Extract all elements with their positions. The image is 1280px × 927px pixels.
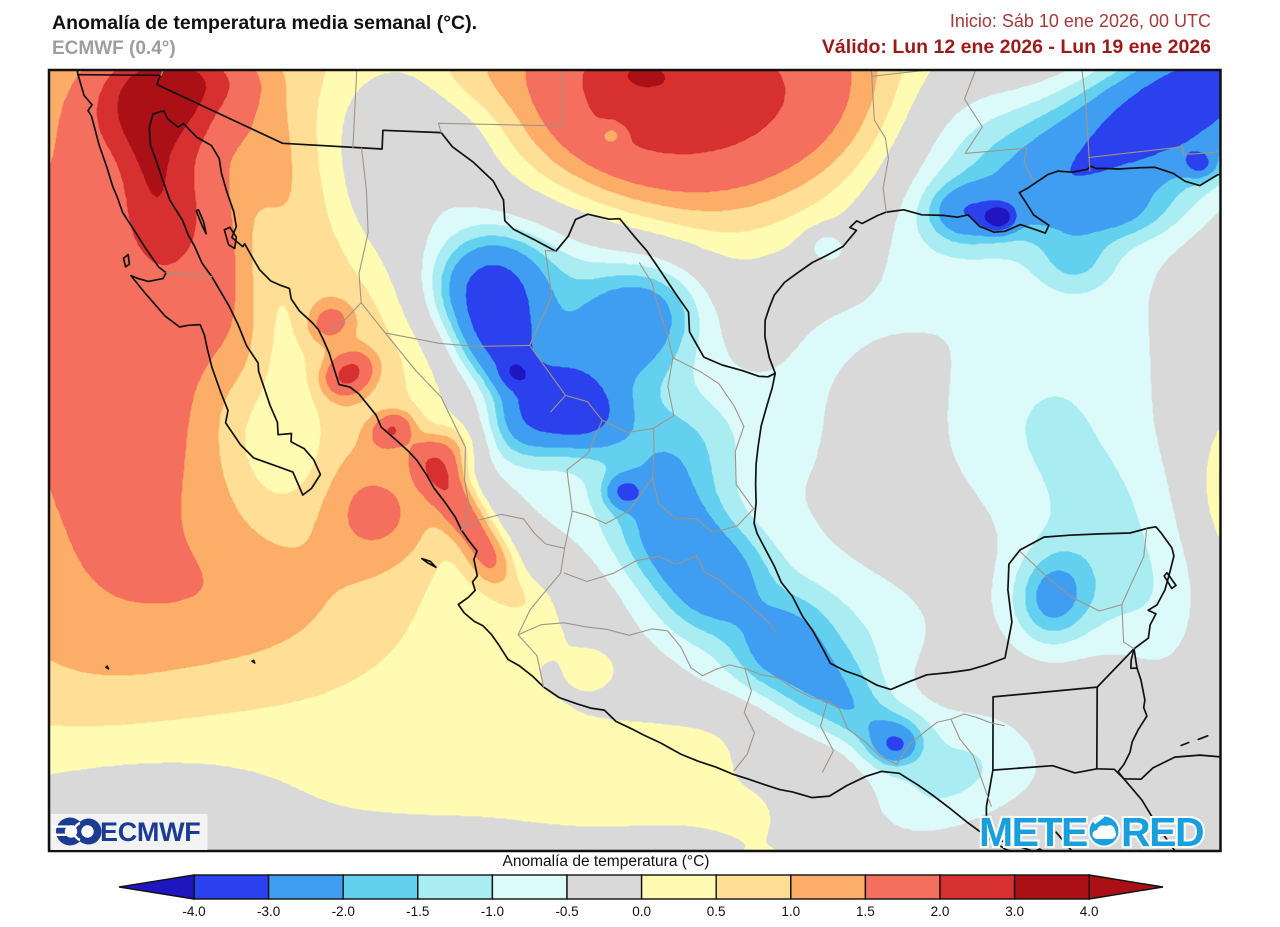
svg-text:0.5: 0.5 bbox=[707, 904, 726, 919]
svg-text:RED: RED bbox=[1121, 809, 1203, 855]
svg-text:4.0: 4.0 bbox=[1080, 904, 1099, 919]
svg-text:3.0: 3.0 bbox=[1005, 904, 1024, 919]
svg-text:-3.0: -3.0 bbox=[257, 904, 280, 919]
svg-text:-0.5: -0.5 bbox=[555, 904, 578, 919]
svg-text:-1.5: -1.5 bbox=[406, 904, 429, 919]
svg-text:METE: METE bbox=[979, 809, 1087, 855]
svg-text:ECMWF: ECMWF bbox=[100, 817, 200, 847]
svg-text:1.0: 1.0 bbox=[781, 904, 800, 919]
svg-text:-2.0: -2.0 bbox=[332, 904, 355, 919]
svg-text:-4.0: -4.0 bbox=[182, 904, 205, 919]
svg-text:Anomalía de temperatura (°C): Anomalía de temperatura (°C) bbox=[503, 853, 710, 870]
svg-text:1.5: 1.5 bbox=[856, 904, 875, 919]
svg-text:2.0: 2.0 bbox=[931, 904, 950, 919]
svg-text:-1.0: -1.0 bbox=[481, 904, 504, 919]
svg-text:0.0: 0.0 bbox=[632, 904, 651, 919]
